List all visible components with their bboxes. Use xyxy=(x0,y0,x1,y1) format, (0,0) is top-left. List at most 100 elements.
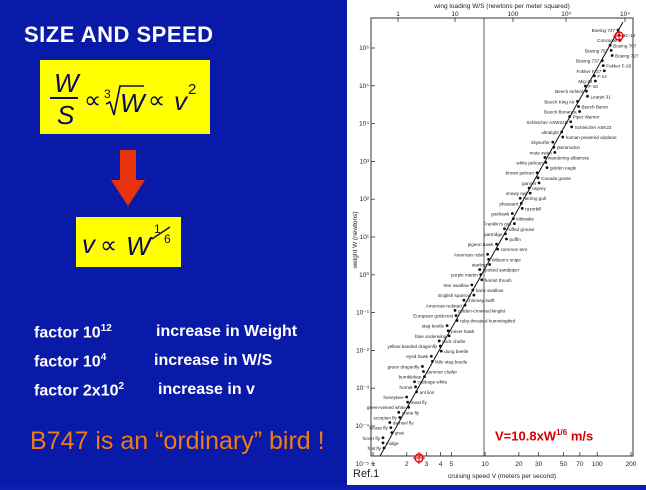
factor-value: factor 10 xyxy=(34,353,101,371)
data-point xyxy=(423,375,426,379)
data-point-label: herring gull xyxy=(523,196,546,201)
data-point xyxy=(610,54,614,57)
bottom-tick-label: 50 xyxy=(560,461,568,468)
root-sign-icon xyxy=(105,85,144,116)
y-axis-label: weight W (newtons) xyxy=(352,211,359,269)
data-point-label: F-14 xyxy=(597,74,607,79)
data-point xyxy=(398,416,402,419)
axis-ticks: 10⁶ 10⁵ 10⁴ 10³ 10² 10¹ 10⁰ 10⁻¹ 10⁻² 10⁻³ 10⁻⁴ 10⁻… xyxy=(356,11,637,468)
data-point xyxy=(578,110,581,113)
data-point xyxy=(577,105,580,108)
data-point xyxy=(389,426,393,430)
data-point-label: yellow-banded dragonfly xyxy=(387,344,438,349)
data-point-label: starling xyxy=(472,262,487,267)
top-tick-label: 10 xyxy=(451,11,459,18)
data-point xyxy=(405,395,409,399)
y-tick-label: 10⁻³ xyxy=(356,385,370,392)
slide-title: SIZE AND SPEED xyxy=(24,22,214,47)
data-point xyxy=(505,237,508,241)
data-point-label: Boeing 727 xyxy=(615,53,639,58)
data-point xyxy=(455,319,459,322)
factor-exponent: 4 xyxy=(100,352,107,363)
data-point xyxy=(438,344,442,348)
data-point-label: human-powered airplane xyxy=(566,135,617,140)
data-point xyxy=(421,365,424,368)
top-tick-label: 1 xyxy=(396,11,400,18)
data-point-label: spotted sandpiper xyxy=(483,268,520,273)
data-point xyxy=(504,232,507,236)
data-point-label: eyed hawk xyxy=(406,354,429,359)
data-point xyxy=(570,125,574,129)
y-tick-label: 10⁵ xyxy=(359,83,369,90)
data-point-label: English sparrow xyxy=(438,293,471,298)
data-point-label: golden eagle xyxy=(550,166,577,171)
data-point-label: pigeon hawk xyxy=(468,242,494,247)
data-point-label: mute swan xyxy=(530,150,553,155)
bottom-tick-label: 2 xyxy=(405,461,409,468)
data-point-label: crane fly xyxy=(402,410,420,415)
data-point xyxy=(382,446,386,450)
bottom-tick-label: 1 xyxy=(371,461,375,468)
res-exp-den: 6 xyxy=(164,232,171,246)
data-point-label: F-16 xyxy=(588,84,598,89)
down-arrow-icon xyxy=(111,150,145,206)
y-tick-label: 10⁻² xyxy=(356,347,370,354)
data-point xyxy=(486,252,490,256)
data-point-label: partridge xyxy=(484,232,503,237)
data-point-label: tree swallow xyxy=(444,283,470,288)
data-point-label: scorpion fly xyxy=(374,415,398,420)
factor-value: factor 10 xyxy=(34,324,101,342)
bottom-tick-label: 10 xyxy=(482,461,490,468)
formula-exponent: 1/6 xyxy=(556,428,568,437)
data-point-label: ultralight xyxy=(541,130,559,135)
data-point-label: midge xyxy=(386,441,399,446)
data-point-label: white pelican xyxy=(516,161,543,166)
data-point xyxy=(608,43,612,47)
bird-statement: B747 is an “ordinary” bird ! xyxy=(30,427,325,455)
data-point xyxy=(592,74,596,78)
data-point xyxy=(488,263,492,266)
data-point-label: Fokker F-28 xyxy=(606,64,631,69)
eq-root-w: W xyxy=(120,88,147,118)
factor-text: increase in v xyxy=(158,381,255,398)
y-tick-label: 10³ xyxy=(360,158,370,165)
data-point-label: damsel fly xyxy=(393,421,414,426)
slide-text-panel: SIZE AND SPEED W S ∝ 3 W ∝ v 2 v ∝ W 1 6… xyxy=(0,0,347,485)
eq-exp: 2 xyxy=(188,81,196,98)
data-point xyxy=(397,410,401,414)
data-point-label: privet hawk xyxy=(451,329,475,334)
data-point-label: Canada goose xyxy=(541,176,571,181)
data-point-label: ruby-throated hummingbird xyxy=(460,319,516,324)
data-point-label: chimney swift xyxy=(467,298,495,303)
data-point xyxy=(503,227,506,231)
data-point-label: American redstart xyxy=(426,303,463,308)
data-point xyxy=(576,99,579,103)
data-point-label: stag beetle xyxy=(422,324,445,329)
formula-text: V=10.8xW xyxy=(495,428,557,444)
data-point-label: Mig-23 xyxy=(578,79,592,84)
data-point xyxy=(600,59,604,62)
data-point-label: Concorde xyxy=(597,38,617,43)
bottom-tick-label: 30 xyxy=(535,461,543,468)
factor-exponent: 12 xyxy=(100,323,112,334)
top-tick-label: 10³ xyxy=(561,11,571,18)
data-point xyxy=(413,380,416,384)
bottom-tick-label: 200 xyxy=(626,461,637,468)
data-point xyxy=(472,293,476,297)
data-point-label: cock chafer xyxy=(442,339,466,344)
data-point xyxy=(553,150,557,154)
y-tick-label: 10⁻⁵ xyxy=(356,461,370,468)
data-point xyxy=(512,222,516,226)
data-point xyxy=(454,314,458,317)
data-point-label: little stag beetle xyxy=(435,359,467,364)
data-point xyxy=(437,339,441,343)
highlight-marker-icon xyxy=(413,452,425,464)
formula-unit: m/s xyxy=(567,428,594,444)
data-point xyxy=(535,171,539,175)
data-point-label: summer chafer xyxy=(426,370,457,375)
data-point xyxy=(609,48,613,52)
data-point-label: Beech Airliner xyxy=(555,89,584,94)
data-point xyxy=(543,156,547,159)
data-point-label: DC-10 xyxy=(622,33,636,38)
